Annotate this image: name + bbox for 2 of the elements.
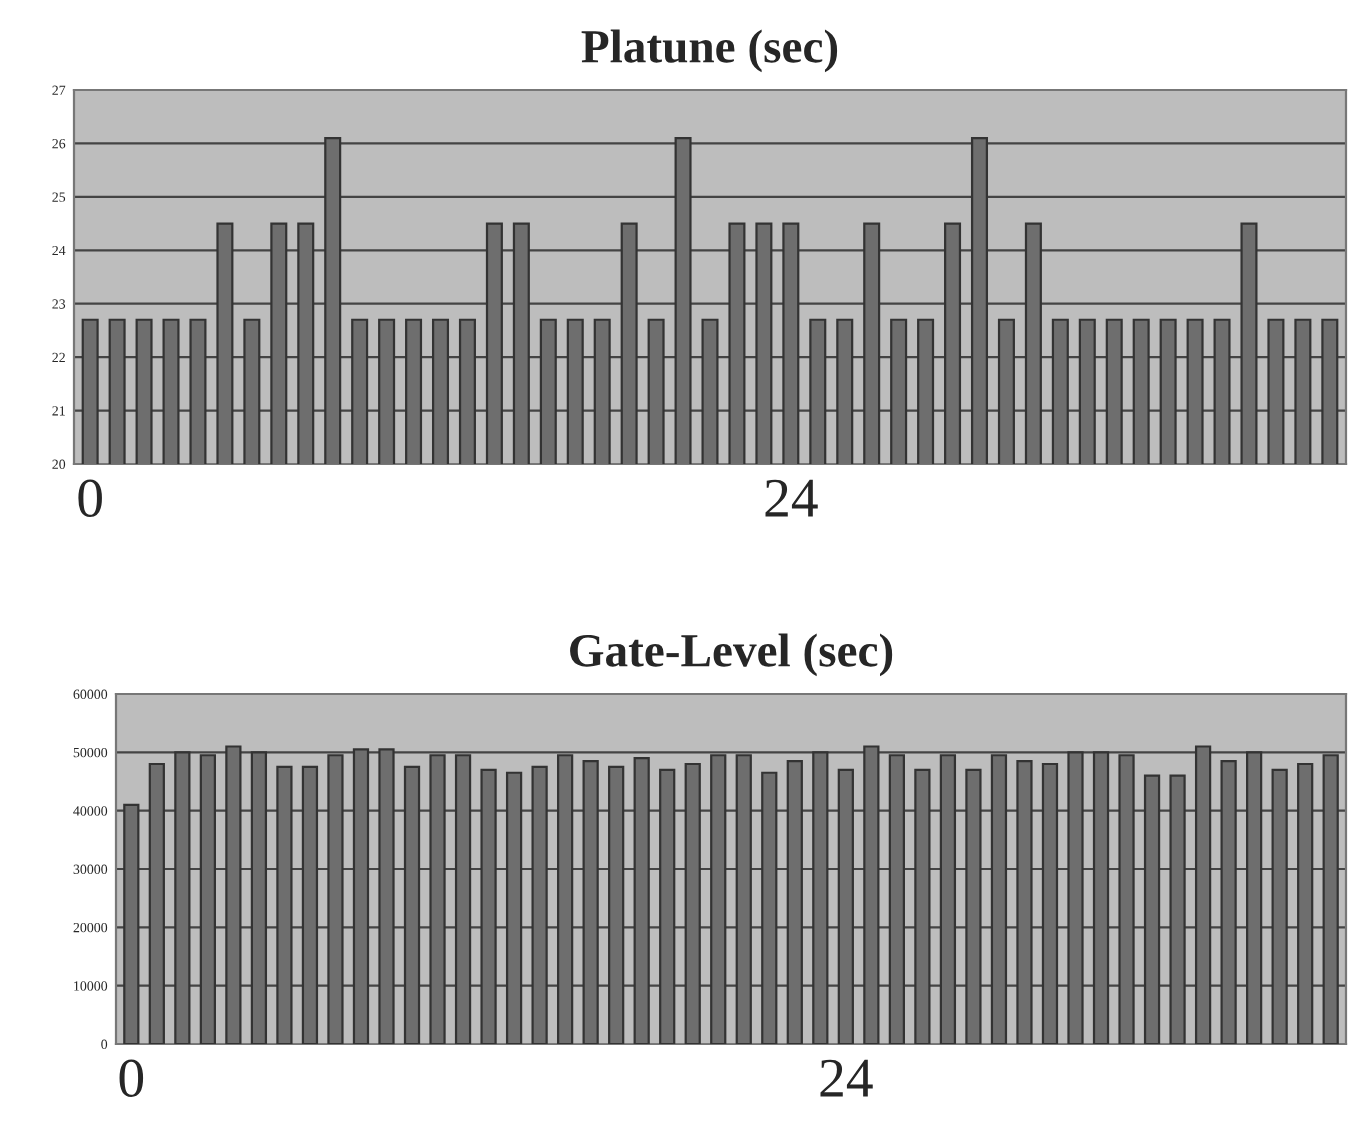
chart-title: Gate-Level (sec): [570, 633, 893, 677]
chart-title: Platune (sec): [581, 29, 838, 73]
